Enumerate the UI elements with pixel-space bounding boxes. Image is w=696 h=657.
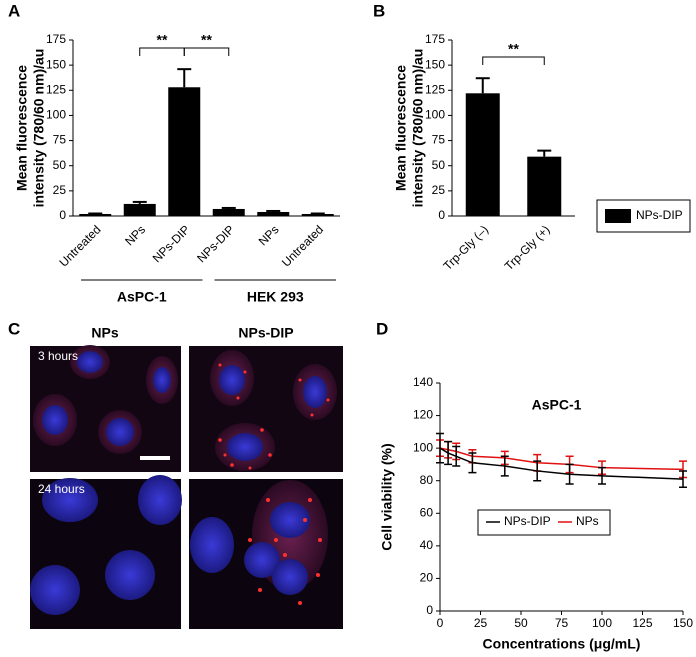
- micrographs: [30, 345, 343, 629]
- legend-label: NPs-DIP: [636, 208, 683, 222]
- y-axis-label: Cell viability (%): [379, 443, 395, 550]
- panel-label: D: [376, 319, 388, 338]
- y-tick-label: 150: [425, 57, 445, 71]
- panel-label: B: [373, 1, 385, 20]
- y-tick-label: 0: [426, 603, 433, 617]
- error-bar: [500, 455, 509, 477]
- y-tick-label: 60: [420, 505, 434, 519]
- x-tick-label: 25: [474, 616, 488, 630]
- y-tick-label: 50: [53, 158, 67, 172]
- error-bar: [598, 466, 606, 485]
- legend-swatch: [605, 209, 631, 223]
- group-label: AsPC-1: [117, 289, 167, 305]
- x-tick-label: Untreated: [279, 222, 326, 269]
- legend-label: NPs-DIP: [504, 514, 551, 528]
- x-tick-label: NPs-DIP: [150, 222, 193, 265]
- significance-bracket: [139, 47, 185, 56]
- y-tick-label: 75: [432, 133, 446, 147]
- y-tick-label: 50: [432, 158, 446, 172]
- y-tick-label: 150: [46, 57, 66, 71]
- y-tick-label: 175: [46, 32, 66, 46]
- bar: [301, 213, 334, 216]
- x-tick-label: 75: [555, 616, 569, 630]
- y-tick-label: 25: [53, 183, 67, 197]
- y-tick-label: 100: [413, 440, 433, 454]
- y-axis-label: intensity (780/60 nm)/au: [31, 49, 47, 208]
- bar: [168, 87, 201, 216]
- y-tick-label: 175: [425, 32, 445, 46]
- series-line: [439, 447, 684, 471]
- x-tick-label: 0: [437, 616, 444, 630]
- x-tick-label: 150: [673, 616, 693, 630]
- significance-bracket: [482, 56, 545, 65]
- error-bar: [436, 432, 444, 464]
- x-tick-label: Trp-Gly (–): [441, 222, 492, 273]
- x-tick-label: NPs: [122, 222, 148, 248]
- significance-label: **: [508, 41, 519, 57]
- x-tick-label: 50: [514, 616, 528, 630]
- y-tick-label: 0: [438, 208, 445, 222]
- image-label: 3 hours: [38, 349, 78, 363]
- image-label: 24 hours: [38, 482, 85, 496]
- column-header: NPs-DIP: [238, 325, 293, 341]
- error-bar: [533, 460, 542, 482]
- significance-bracket: [183, 47, 230, 56]
- x-tick-label: Untreated: [56, 222, 103, 269]
- bar: [79, 213, 112, 216]
- error-bar: [444, 440, 453, 466]
- y-tick-label: 80: [420, 473, 434, 487]
- group-label: HEK 293: [247, 289, 304, 305]
- panel-label: A: [8, 1, 20, 20]
- y-tick-label: 100: [46, 108, 66, 122]
- bar: [465, 93, 500, 216]
- x-tick-label: NPs: [256, 222, 282, 248]
- x-tick-label: NPs-DIP: [194, 222, 237, 265]
- x-axis-label: Concentrations (μg/mL): [483, 636, 641, 652]
- column-header: NPs: [91, 325, 118, 341]
- error-bar: [679, 470, 687, 488]
- y-tick-label: 20: [420, 571, 434, 585]
- y-tick-label: 100: [425, 108, 445, 122]
- bar: [257, 211, 290, 216]
- x-tick-label: Trp-Gly (+): [502, 222, 553, 273]
- bar: [123, 203, 156, 216]
- y-tick-label: 40: [420, 538, 434, 552]
- y-axis-label: Mean fluorescence: [14, 65, 30, 191]
- bar: [527, 156, 562, 216]
- y-tick-label: 25: [432, 183, 446, 197]
- y-tick-label: 140: [413, 375, 433, 389]
- y-tick-label: 0: [59, 208, 66, 222]
- significance-label: **: [157, 32, 168, 48]
- significance-label: **: [201, 32, 212, 48]
- bar: [212, 208, 245, 216]
- error-bar: [452, 445, 461, 467]
- error-bar: [468, 452, 477, 474]
- y-tick-label: 120: [413, 408, 433, 422]
- x-tick-label: 125: [632, 616, 652, 630]
- y-axis-label: Mean fluorescence: [393, 65, 409, 191]
- y-tick-label: 125: [425, 82, 445, 96]
- error-bar: [565, 463, 574, 485]
- legend-label: NPs: [576, 514, 599, 528]
- y-tick-label: 125: [46, 82, 66, 96]
- x-tick-label: 100: [592, 616, 612, 630]
- chart-title: AsPC-1: [532, 397, 582, 413]
- panel-label: C: [8, 319, 20, 338]
- y-tick-label: 75: [53, 133, 67, 147]
- y-axis-label: intensity (780/60 nm)/au: [410, 49, 426, 208]
